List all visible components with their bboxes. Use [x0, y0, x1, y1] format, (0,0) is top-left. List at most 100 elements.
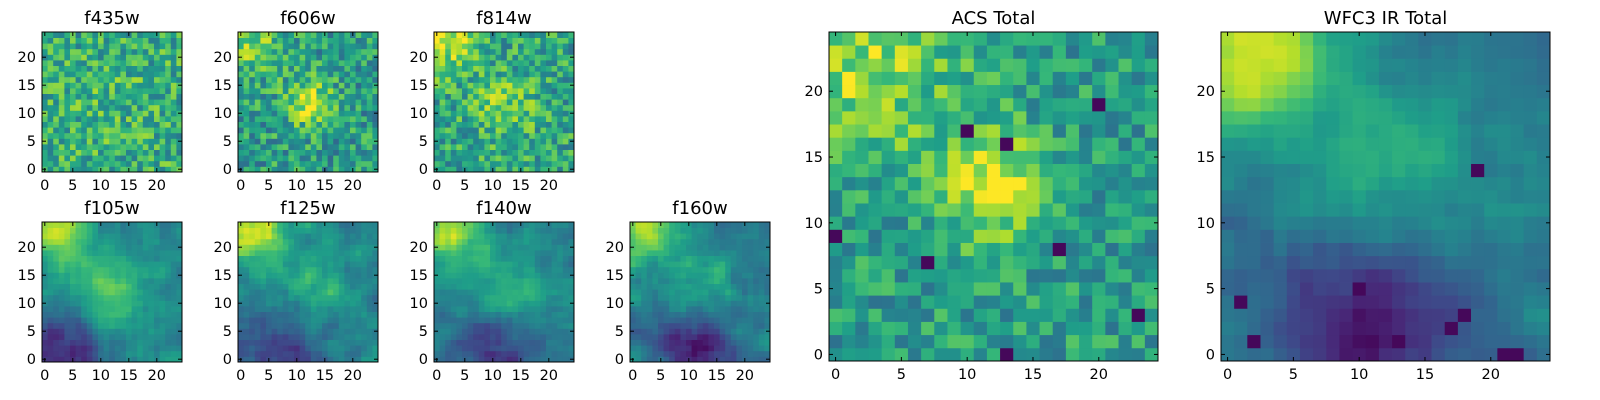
heatmap-cell: [103, 334, 110, 340]
heatmap-cell: [316, 32, 323, 38]
heatmap-cell: [462, 244, 468, 251]
heatmap-cell: [546, 110, 552, 117]
heatmap-cell: [646, 300, 653, 307]
heatmap-cell: [305, 238, 312, 245]
heatmap-cell: [747, 283, 754, 290]
heatmap-cell: [170, 244, 177, 251]
heatmap-cell: [747, 227, 754, 234]
heatmap-cell: [855, 163, 869, 178]
heatmap-cell: [165, 149, 172, 156]
heatmap-cell: [523, 144, 530, 150]
heatmap-cell: [512, 345, 519, 352]
heatmap-cell: [277, 345, 284, 352]
heatmap-cell: [254, 317, 261, 324]
heatmap-cell: [154, 76, 160, 83]
heatmap-cell: [523, 289, 530, 296]
heatmap-cell: [277, 289, 284, 296]
heatmap-cell: [266, 65, 272, 72]
heatmap-cell: [299, 127, 306, 134]
heatmap-cell: [305, 82, 312, 89]
heatmap-cell: [1000, 282, 1014, 296]
heatmap-cell: [176, 149, 183, 156]
heatmap-cell: [344, 227, 351, 234]
heatmap-cell: [154, 104, 160, 111]
heatmap-cell: [131, 255, 138, 262]
heatmap-cell: [473, 306, 480, 312]
heatmap-cell: [855, 308, 869, 322]
heatmap-cell: [562, 116, 569, 122]
heatmap-cell: [1105, 282, 1119, 296]
heatmap-cell: [126, 99, 132, 106]
heatmap-cell: [120, 317, 127, 324]
heatmap-cell: [842, 282, 856, 296]
heatmap-cell: [456, 334, 463, 340]
heatmap-cell: [456, 138, 463, 145]
heatmap-cell: [137, 283, 144, 290]
heatmap-cell: [243, 250, 250, 256]
heatmap-cell: [562, 160, 569, 167]
heatmap-cell: [333, 300, 340, 307]
heatmap-cell: [316, 322, 323, 329]
heatmap-cell: [176, 48, 183, 55]
heatmap-cell: [680, 272, 687, 279]
heatmap-cell: [305, 60, 312, 66]
heatmap-cell: [719, 289, 726, 296]
heatmap-cell: [305, 289, 312, 296]
heatmap-cell: [708, 345, 715, 352]
heatmap-cell: [103, 110, 110, 117]
heatmap-cell: [686, 238, 692, 245]
heatmap-cell: [973, 334, 988, 349]
heatmap-cell: [456, 93, 463, 100]
heatmap-cell: [669, 222, 676, 228]
heatmap-cell: [540, 43, 547, 50]
heatmap-cell: [170, 283, 177, 290]
heatmap-cell: [103, 227, 110, 234]
heatmap-cell: [1105, 334, 1119, 349]
heatmap-cell: [445, 60, 452, 66]
heatmap-cell: [282, 250, 289, 256]
heatmap-cell: [243, 294, 250, 301]
heatmap-cell: [658, 227, 664, 234]
heatmap-cell: [686, 227, 692, 234]
heatmap-cell: [434, 261, 440, 268]
heatmap-cell: [1013, 282, 1027, 296]
heatmap-cell: [266, 334, 272, 340]
heatmap-cell: [686, 294, 692, 301]
heatmap-cell: [855, 334, 869, 349]
heatmap-cell: [98, 37, 104, 44]
heatmap-cell: [445, 54, 452, 61]
heatmap-cell: [719, 283, 726, 290]
heatmap-cell: [551, 244, 558, 251]
heatmap-cell: [758, 306, 765, 312]
heatmap-cell: [714, 334, 720, 340]
heatmap-cell: [103, 345, 110, 352]
heatmap-cell: [277, 138, 284, 145]
heatmap-cell: [305, 339, 312, 346]
heatmap-cell: [747, 339, 754, 346]
heatmap-cell: [366, 278, 373, 284]
heatmap-cell: [243, 149, 250, 156]
heatmap-cell: [708, 289, 715, 296]
heatmap-cell: [361, 71, 368, 78]
heatmap-cell: [322, 127, 328, 134]
heatmap-cell: [551, 328, 558, 335]
heatmap-cell: [271, 166, 278, 173]
heatmap-cell: [282, 54, 289, 61]
heatmap-cell: [70, 82, 76, 89]
heatmap-cell: [960, 282, 975, 296]
heatmap-cell: [753, 261, 760, 268]
heatmap-cell: [663, 334, 670, 340]
heatmap-cell: [456, 289, 463, 296]
heatmap-cell: [249, 255, 256, 262]
heatmap-cell: [495, 300, 502, 307]
heatmap-cell: [562, 43, 569, 50]
heatmap-cell: [159, 110, 166, 117]
heatmap-cell: [764, 289, 771, 296]
heatmap-cell: [742, 322, 748, 329]
heatmap-cell: [725, 250, 732, 256]
heatmap-cell: [534, 82, 541, 89]
heatmap-cell: [288, 272, 295, 279]
heatmap-cell: [641, 255, 648, 262]
heatmap-cell: [467, 127, 474, 134]
heatmap-cell: [131, 155, 138, 162]
